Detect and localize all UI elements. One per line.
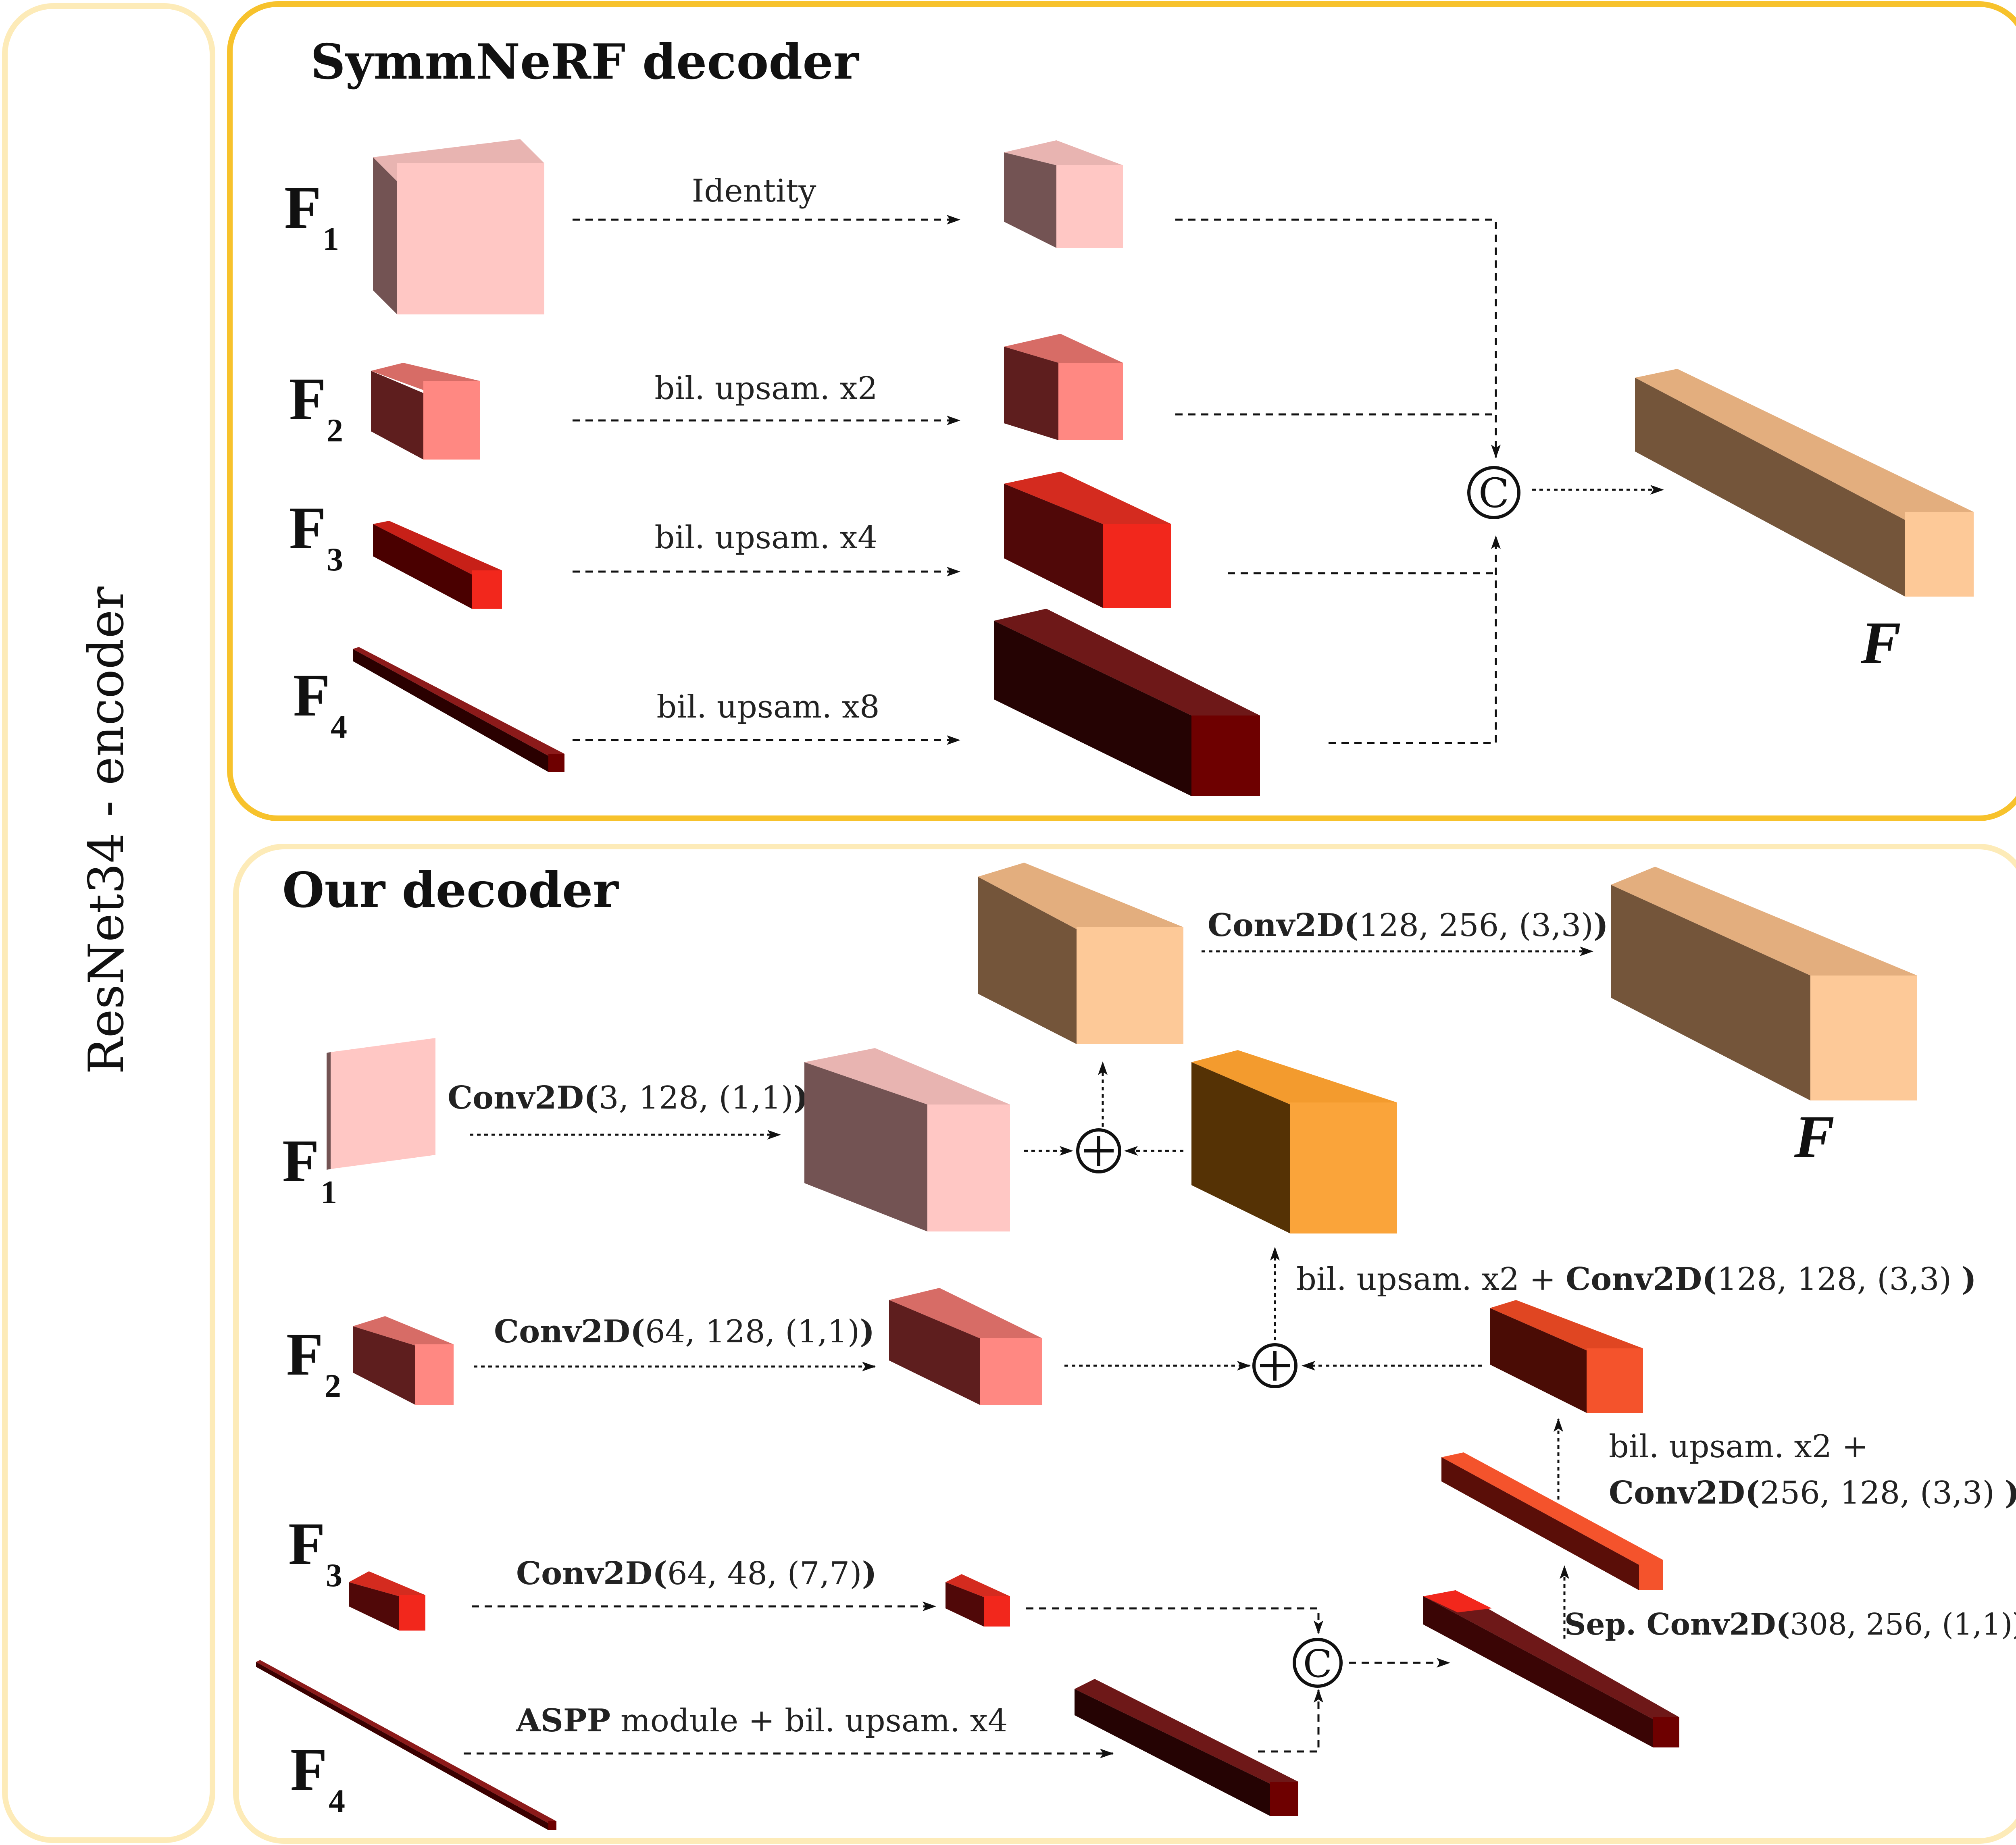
svg-text:4: 4 bbox=[331, 708, 347, 745]
bottom-f4-label: F 4 bbox=[290, 1736, 345, 1819]
svg-text:F: F bbox=[284, 174, 321, 241]
bottom-merge-f4 bbox=[1258, 1689, 1323, 1753]
symmnerf-title: SymmNeRF decoder bbox=[310, 33, 860, 90]
svg-text:F: F bbox=[286, 1321, 323, 1388]
top-up-f2-block bbox=[1004, 334, 1123, 440]
top-up-f4-block bbox=[994, 609, 1260, 796]
bottom-f3-label: F 3 bbox=[288, 1510, 342, 1593]
svg-text:F: F bbox=[293, 662, 330, 729]
bottom-f1-label: F 1 bbox=[282, 1127, 337, 1211]
bottom-concat-node: C bbox=[1293, 1638, 1343, 1688]
bottom-merge-f3 bbox=[1026, 1607, 1323, 1634]
top-f4-block bbox=[353, 647, 564, 772]
bottom-op-f2: Conv2D(64, 128, (1,1)) bbox=[494, 1313, 875, 1350]
bottom-up2-block bbox=[1191, 1050, 1397, 1233]
our-decoder-panel bbox=[233, 844, 2016, 1844]
svg-text:1: 1 bbox=[321, 1174, 337, 1211]
top-merge-f4 bbox=[1329, 535, 1501, 744]
bottom-plus-node-1 bbox=[1076, 1128, 1121, 1173]
svg-text:1: 1 bbox=[323, 220, 339, 257]
encoder-panel bbox=[2, 3, 215, 1843]
bottom-up1-block bbox=[1490, 1300, 1643, 1413]
svg-text:3: 3 bbox=[326, 1557, 342, 1593]
top-f2-block bbox=[371, 363, 480, 460]
bottom-op-f4: ASPP module + bil. upsam. x4 bbox=[516, 1702, 1008, 1739]
svg-text:2: 2 bbox=[327, 412, 343, 449]
bottom-op-f1: Conv2D(3, 128, (1,1)) bbox=[448, 1080, 808, 1116]
top-f1-label: F 1 bbox=[284, 174, 339, 257]
svg-text:bil. upsam. x2 +: bil. upsam. x2 + bbox=[1609, 1429, 1868, 1465]
top-up-f3-block bbox=[1004, 472, 1171, 608]
top-op-identity: Identity bbox=[692, 173, 816, 209]
svg-text:C: C bbox=[1479, 470, 1510, 517]
bottom-op-up1: bil. upsam. x2 + Conv2D(256, 128, (3,3) … bbox=[1609, 1429, 2016, 1511]
top-concat-node: C bbox=[1467, 466, 1520, 519]
svg-text:Conv2D(256, 128, (3,3) ): Conv2D(256, 128, (3,3) ) bbox=[1609, 1475, 2016, 1511]
bottom-f1-block bbox=[327, 1038, 435, 1170]
our-decoder-title: Our decoder bbox=[282, 862, 619, 919]
bottom-f2-label: F 2 bbox=[286, 1321, 341, 1404]
svg-text:F: F bbox=[290, 1736, 327, 1803]
top-output-block bbox=[1635, 369, 1974, 597]
bottom-f4-aspp-block bbox=[1075, 1679, 1298, 1816]
svg-text:F: F bbox=[289, 495, 326, 562]
bottom-f3-block bbox=[349, 1571, 425, 1631]
bottom-op-f3: Conv2D(64, 48, (7,7)) bbox=[516, 1555, 877, 1592]
bottom-f1-conv-block bbox=[804, 1048, 1010, 1231]
svg-text:4: 4 bbox=[329, 1783, 345, 1819]
bottom-f2-block bbox=[353, 1316, 454, 1405]
top-f4-label: F 4 bbox=[293, 662, 347, 745]
top-f2-label: F 2 bbox=[289, 366, 343, 449]
encoder-label: ResNet34 - encoder bbox=[79, 587, 135, 1074]
bottom-op-up2: bil. upsam. x2 + Conv2D(128, 128, (3,3) … bbox=[1296, 1261, 1976, 1298]
svg-text:F: F bbox=[282, 1127, 319, 1194]
bottom-output-block bbox=[1611, 867, 1917, 1100]
bottom-output-label: F bbox=[1794, 1103, 1835, 1170]
bottom-sepconv-block bbox=[1441, 1452, 1663, 1590]
bottom-op-final: Conv2D(128, 256, (3,3)) bbox=[1208, 907, 1608, 944]
bottom-plus-node-2 bbox=[1252, 1343, 1297, 1388]
svg-text:F: F bbox=[288, 1510, 325, 1577]
bottom-f4-block bbox=[256, 1660, 556, 1830]
top-op-upsam-x2: bil. upsam. x2 bbox=[654, 370, 877, 407]
top-op-upsam-x4: bil. upsam. x4 bbox=[654, 520, 877, 556]
bottom-merged-block bbox=[978, 863, 1183, 1044]
top-merge-f1 bbox=[1175, 218, 1501, 458]
bottom-f3-conv-block bbox=[946, 1574, 1010, 1627]
svg-text:C: C bbox=[1303, 1642, 1333, 1686]
svg-text:3: 3 bbox=[327, 541, 343, 578]
top-f3-label: F 3 bbox=[289, 495, 343, 578]
bottom-op-sepconv: Sep. Conv2D(308, 256, (1,1)) bbox=[1564, 1607, 2016, 1642]
top-up-f1-block bbox=[1004, 140, 1123, 248]
svg-text:2: 2 bbox=[325, 1367, 341, 1404]
bottom-f2-conv-block bbox=[889, 1288, 1042, 1405]
top-f1-block bbox=[373, 139, 544, 314]
symmnerf-panel bbox=[227, 1, 2016, 821]
top-output-label: F bbox=[1860, 609, 1901, 676]
bottom-concat-block bbox=[1423, 1590, 1679, 1747]
top-op-upsam-x8: bil. upsam. x8 bbox=[656, 689, 879, 725]
top-f3-block bbox=[373, 521, 502, 609]
svg-text:F: F bbox=[289, 366, 326, 433]
